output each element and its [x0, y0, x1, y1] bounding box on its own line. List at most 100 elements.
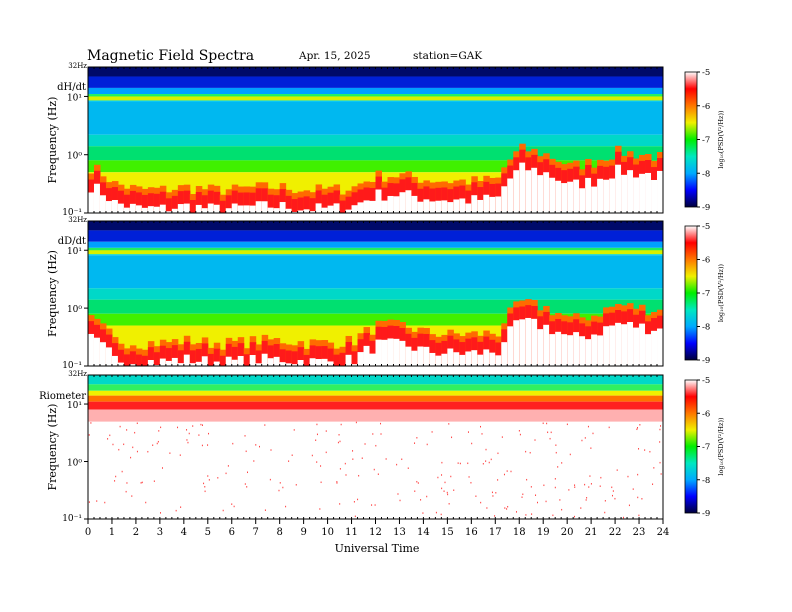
spectrogram-speck	[485, 448, 487, 451]
spectrogram-speck	[158, 430, 160, 432]
spectrogram-cell	[381, 200, 388, 213]
spectrogram-cell	[369, 353, 376, 366]
y-tick-label: 10⁰	[67, 305, 82, 315]
spectrogram-cell	[423, 346, 430, 366]
spectrogram-cell	[291, 351, 299, 366]
spectrogram-cell	[297, 197, 305, 213]
spectrogram-cell	[513, 170, 520, 213]
spectrogram-cell	[285, 363, 293, 366]
colorbar-label: log₁₀(PSD(V²/Hz))	[717, 263, 725, 322]
spectrogram-speck	[311, 454, 313, 457]
colorbar	[684, 71, 698, 208]
spectrogram-speck	[581, 439, 583, 442]
spectrogram-cell	[129, 364, 137, 366]
colorbar-tick-label: -5	[702, 68, 710, 78]
spectrogram-cell	[489, 352, 496, 366]
spectrogram-speck	[457, 462, 459, 464]
spectrogram-cell	[195, 361, 203, 366]
colorbar-tick-label: -7	[702, 443, 710, 453]
spectrogram-speck	[136, 450, 138, 453]
spectrogram-cell	[369, 340, 376, 366]
colorbar-tick-label: -9	[702, 356, 710, 366]
spectrogram-speck	[604, 500, 606, 502]
spectrogram-cell	[303, 354, 311, 366]
x-tick-label: 18	[513, 527, 526, 538]
spectrogram-speck	[233, 505, 235, 508]
panel-2: 10¹ 10⁰ 10⁻¹ 32Hz dD/dt Frequency (Hz) -5 -6 -7 -…	[46, 216, 725, 371]
spectrogram-cell	[411, 350, 418, 366]
spectrogram-speck	[519, 433, 521, 436]
panel-name: Riometer	[39, 391, 86, 402]
spectrogram-cell	[153, 193, 161, 213]
spectrogram-cell	[141, 355, 149, 366]
spectrogram-cell	[135, 192, 143, 213]
spectrogram-cell	[279, 189, 287, 213]
spectrogram-cell	[345, 354, 353, 366]
spectrogram-cell	[387, 338, 394, 366]
spectrogram-speck	[338, 434, 340, 436]
panel-name: dH/dt	[57, 82, 86, 93]
spectrogram-cell	[645, 334, 652, 366]
y-axis-label: Frequency (Hz)	[46, 97, 59, 184]
spectrogram-speck	[584, 437, 586, 439]
spectrogram-speck	[293, 429, 295, 431]
spectrogram-cell	[411, 195, 418, 213]
spectrogram-cell	[597, 178, 604, 213]
spectrogram-cell	[573, 332, 580, 366]
spectrogram-cell	[453, 199, 460, 213]
spectrogram-speck	[121, 470, 123, 473]
spectrogram-speck	[614, 497, 616, 500]
spectrogram-speck	[316, 461, 318, 463]
spectrogram-cell	[657, 170, 664, 213]
spectrogram-speck	[536, 501, 538, 504]
spectrogram-cell	[159, 345, 167, 366]
spectrogram-cell	[405, 190, 412, 213]
spectrogram-speck	[530, 486, 532, 488]
spectrogram-speck	[486, 507, 488, 509]
spectrogram-cell	[123, 207, 131, 213]
spectrogram-speck	[200, 423, 202, 426]
spectrogram-speck	[417, 482, 419, 484]
spectrogram-speck	[179, 454, 181, 456]
spectrogram-speck	[340, 423, 342, 426]
colorbar-tick-label: -8	[702, 169, 710, 179]
spectrogram-cell	[555, 180, 562, 213]
spectrogram-speck	[353, 501, 355, 503]
spectrogram-speck	[114, 480, 116, 482]
spectrogram-cell	[603, 179, 610, 213]
spectrogram-speck	[435, 511, 437, 514]
y-tick-label: 10⁰	[67, 459, 82, 469]
x-tick-label: 0	[85, 527, 91, 538]
spectrogram-band	[88, 247, 663, 252]
spectrogram-speck	[627, 475, 629, 478]
spectrogram-band	[88, 390, 663, 396]
spectrogram-cell	[591, 186, 598, 213]
spectrogram-speck	[118, 448, 120, 451]
spectrogram-band	[88, 160, 663, 173]
spectrogram-band	[88, 299, 663, 314]
spectrogram-cell	[261, 188, 269, 213]
spectrogram-band	[88, 313, 663, 326]
spectrogram-cell	[399, 340, 406, 366]
spectrogram-cell	[333, 354, 341, 366]
spectrogram-speck	[373, 468, 375, 471]
spectrogram-cell	[207, 190, 215, 213]
spectrogram-speck	[590, 447, 592, 449]
spectrogram-speck	[123, 443, 125, 446]
colorbar-tick-label: -7	[702, 136, 710, 146]
y-tick-label: 10⁻¹	[62, 514, 82, 524]
spectrogram-speck	[555, 444, 557, 446]
spectrogram-cell	[525, 317, 532, 366]
spectrogram-cell	[435, 187, 442, 213]
spectrogram-band	[88, 101, 663, 135]
spectrogram-speck	[115, 475, 117, 478]
spectrogram-cell	[309, 198, 317, 213]
spectrogram-cell	[267, 358, 275, 366]
spectrogram-cell	[141, 194, 149, 213]
spectrogram-cell	[129, 203, 137, 213]
spectrogram-cell	[471, 350, 478, 366]
spectrogram-speck	[641, 498, 643, 500]
spectrogram-cell	[165, 211, 173, 213]
spectrogram-cell	[477, 354, 484, 366]
x-axis-label: Universal Time	[335, 542, 420, 555]
